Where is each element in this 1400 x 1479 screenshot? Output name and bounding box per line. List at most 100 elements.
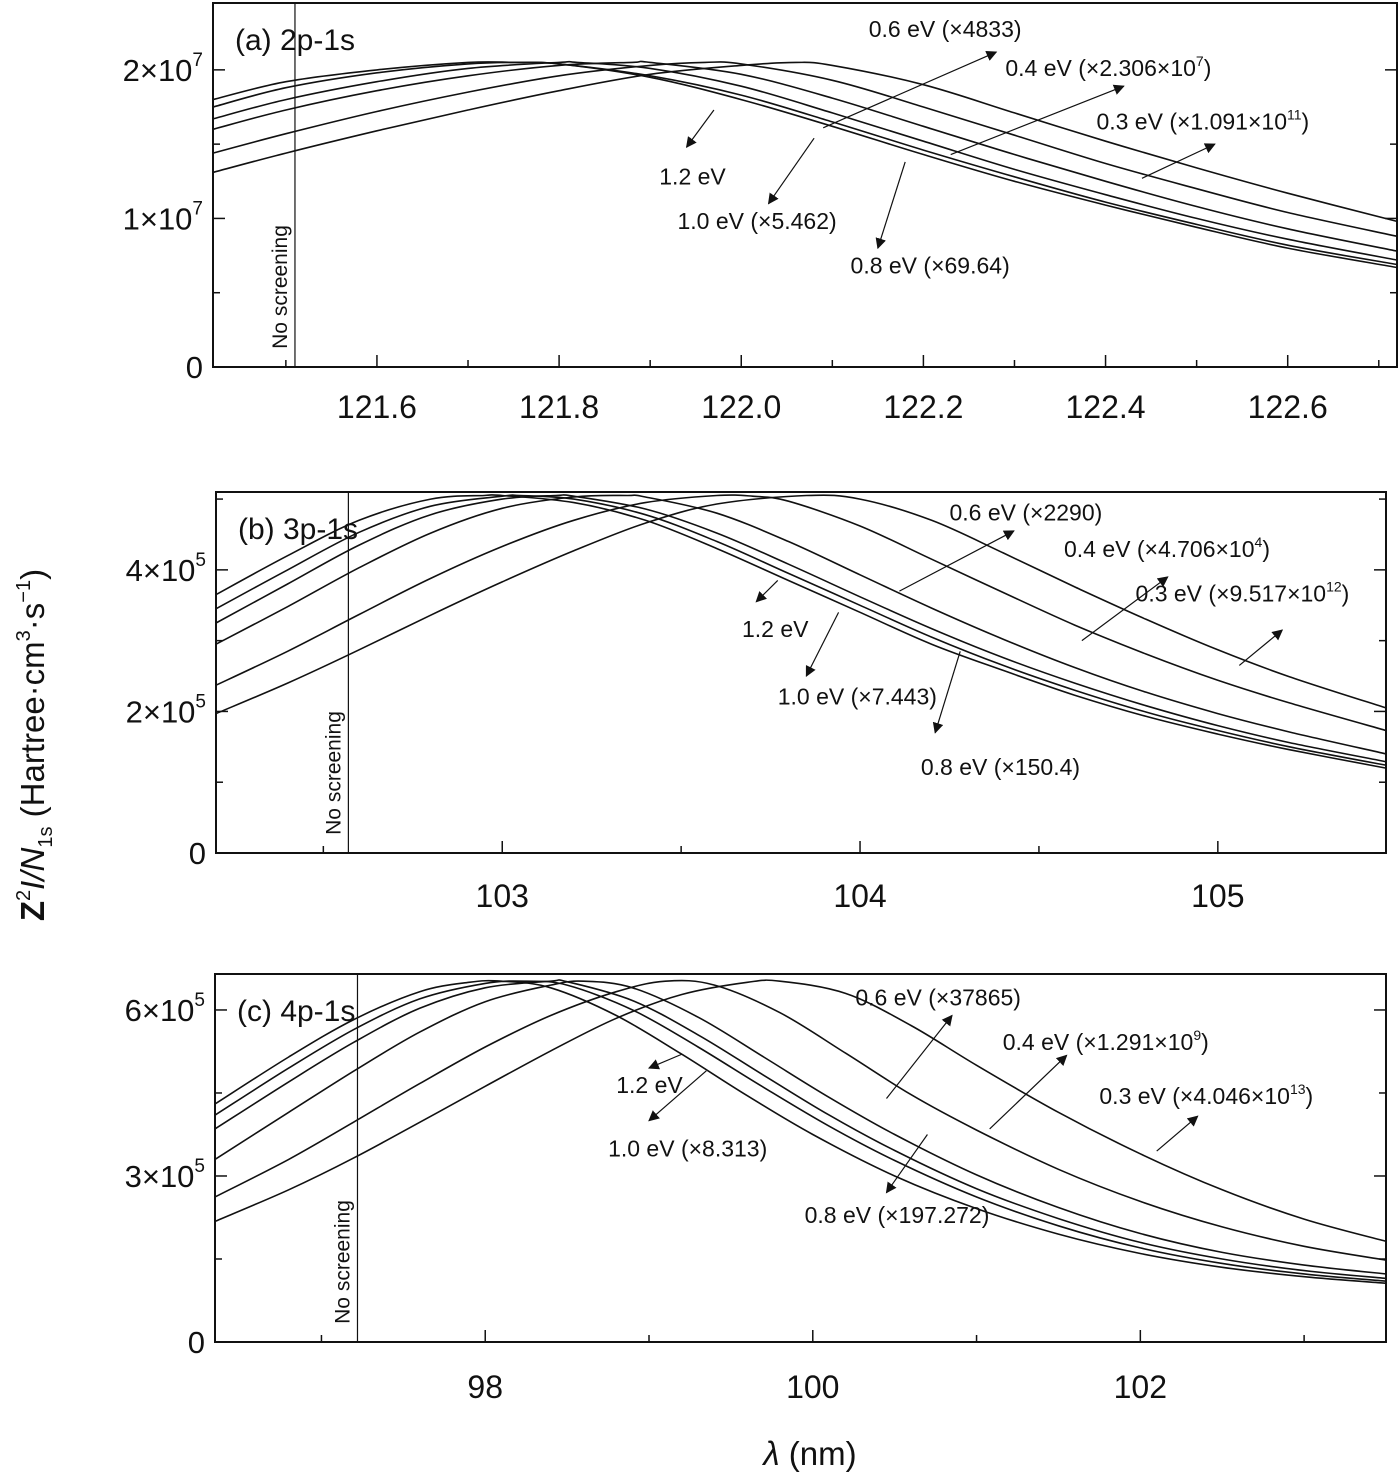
x-tick-label: 104 <box>833 878 886 914</box>
annotation-label: 0.6 eV (×37865) <box>855 985 1021 1011</box>
panel-title: (b) 3p-1s <box>238 513 358 546</box>
annotation-arrow <box>822 50 998 129</box>
annotation-arrow <box>648 1070 707 1122</box>
annotation-arrow <box>805 612 840 678</box>
plot-frame <box>215 491 1387 854</box>
x-tick-label: 122.4 <box>1066 389 1146 425</box>
panel-title: (c) 4p-1s <box>237 995 355 1028</box>
no-screening-label: No screening <box>269 225 292 349</box>
x-axis-title-unit: (nm) <box>780 1435 857 1472</box>
series-line-1-ev <box>212 61 1398 266</box>
no-screening-label: No screening <box>322 711 345 835</box>
y-tick-label: 6×105 <box>125 990 205 1028</box>
x-tick-label: 103 <box>476 878 529 914</box>
series-line-0p3-ev <box>215 494 1387 715</box>
annotation-arrow <box>685 109 715 148</box>
annotation-label: 0.4 eV (×4.706×104) <box>1064 534 1270 562</box>
annotation-label: 1.0 eV (×5.462) <box>677 208 836 234</box>
annotation-label: 0.4 eV (×2.306×107) <box>1005 53 1211 81</box>
annotation-label: 0.3 eV (×9.517×1012) <box>1136 579 1350 607</box>
annotation-label: 1.2 eV <box>742 616 809 642</box>
series-line-0p4-ev <box>212 61 1398 238</box>
annotation-arrow <box>1156 1115 1199 1152</box>
annotation-arrow <box>899 530 1015 592</box>
x-tick-label: 122.2 <box>883 389 963 425</box>
series-line-0p6-ev <box>215 494 1387 755</box>
annotation-label: 0.8 eV (×150.4) <box>921 754 1080 780</box>
x-axis-title-lambda: λ <box>761 1435 779 1472</box>
annotation-label: 0.8 eV (×197.272) <box>805 1202 990 1228</box>
y-axis-title-z: Z <box>14 901 51 921</box>
annotation-label: 1.2 eV <box>659 163 726 189</box>
annotation-label: 0.8 eV (×69.64) <box>851 252 1010 278</box>
y-tick-label: 3×105 <box>125 1156 205 1194</box>
y-axis-title-sup3: −1 <box>13 580 35 603</box>
series-line-0p3-ev <box>214 979 1387 1243</box>
series-line-0p8-ev <box>215 494 1387 763</box>
y-tick-label: 0 <box>189 836 206 871</box>
x-tick-label: 102 <box>1114 1369 1167 1405</box>
annotation-arrow <box>767 137 815 205</box>
series-line-0p4-ev <box>214 979 1387 1261</box>
y-axis-title-sup1: 2 <box>13 890 35 901</box>
panel-b-3p-1s: 103 104 105 0 2×105 4×105 No screening (b) 3p-1… <box>126 491 1387 914</box>
annotation-label: 1.2 eV <box>616 1072 683 1098</box>
annotation-label: 0.6 eV (×4833) <box>869 16 1022 42</box>
y-tick-label: 2×105 <box>126 691 206 729</box>
plot-frame <box>212 2 1398 368</box>
panel-title: (a) 2p-1s <box>235 24 355 57</box>
y-axis-title-tail: (Hartree·cm <box>14 641 51 826</box>
series-line-0p6-ev <box>212 60 1398 252</box>
annotation-arrow <box>875 161 906 250</box>
series-line-0p8-ev <box>212 60 1398 261</box>
annotation-arrow <box>755 580 779 603</box>
y-axis-title-end: ) <box>14 569 51 580</box>
y-axis-title: Z2I/N1s (Hartree·cm3·s−1) <box>13 569 57 921</box>
series-line-0p3-ev <box>212 61 1398 223</box>
series-line-0p8-ev <box>214 979 1387 1280</box>
annotation-arrow <box>950 84 1125 156</box>
series-line-0p6-ev <box>214 980 1387 1275</box>
x-tick-label: 98 <box>467 1369 503 1405</box>
y-tick-label: 0 <box>186 350 203 385</box>
x-tick-label: 122.6 <box>1248 389 1328 425</box>
y-tick-label: 1×107 <box>123 198 203 236</box>
series-line-1-ev <box>215 494 1387 766</box>
annotation-label: 0.6 eV (×2290) <box>949 499 1102 525</box>
panel-c-4p-1s: 98 100 102 0 3×105 6×105 No screening (c) 4p-1s… <box>125 973 1387 1405</box>
y-axis-title-tail2: ·s <box>14 603 51 631</box>
no-screening-label: No screening <box>331 1200 354 1324</box>
x-tick-label: 121.6 <box>337 389 417 425</box>
y-axis-title-sub: 1s <box>35 827 57 848</box>
annotation-label: 0.4 eV (×1.291×109) <box>1003 1027 1209 1055</box>
series-line-1p2-ev <box>212 61 1398 269</box>
annotation-label: 0.3 eV (×4.046×1013) <box>1099 1081 1313 1109</box>
series-line-0p4-ev <box>215 494 1387 732</box>
annotation-arrow <box>886 1014 953 1099</box>
annotation-arrow <box>932 651 961 734</box>
annotation-label: 1.0 eV (×8.313) <box>608 1136 767 1162</box>
y-tick-label: 4×105 <box>126 550 206 588</box>
y-axis-title-sup2: 3 <box>13 630 35 641</box>
series-line-1p2-ev <box>215 494 1387 769</box>
y-tick-label: 0 <box>188 1325 205 1360</box>
annotation-arrow <box>885 1134 928 1194</box>
y-axis-title-mid: I/N <box>14 847 51 889</box>
x-tick-label: 105 <box>1191 878 1244 914</box>
annotation-arrow <box>989 1054 1068 1130</box>
panel-a-2p-1s: 121.6 121.8 122.0 122.2 122.4 122.6 0 1×107 2×10… <box>123 2 1398 425</box>
series-line-1-ev <box>214 980 1387 1282</box>
series-line-1p2-ev <box>214 979 1387 1285</box>
annotation-arrow <box>648 1053 682 1070</box>
annotation-arrow <box>1081 576 1169 642</box>
x-axis-title: λ (nm) <box>761 1435 856 1472</box>
y-tick-label: 2×107 <box>123 50 203 88</box>
annotation-arrow <box>1141 143 1216 179</box>
x-tick-label: 121.8 <box>519 389 599 425</box>
plot-frame <box>214 973 1387 1343</box>
annotation-arrow <box>1238 629 1284 666</box>
annotation-label: 0.3 eV (×1.091×1011) <box>1096 106 1309 134</box>
x-tick-label: 100 <box>786 1369 839 1405</box>
annotation-label: 1.0 eV (×7.443) <box>778 683 937 709</box>
